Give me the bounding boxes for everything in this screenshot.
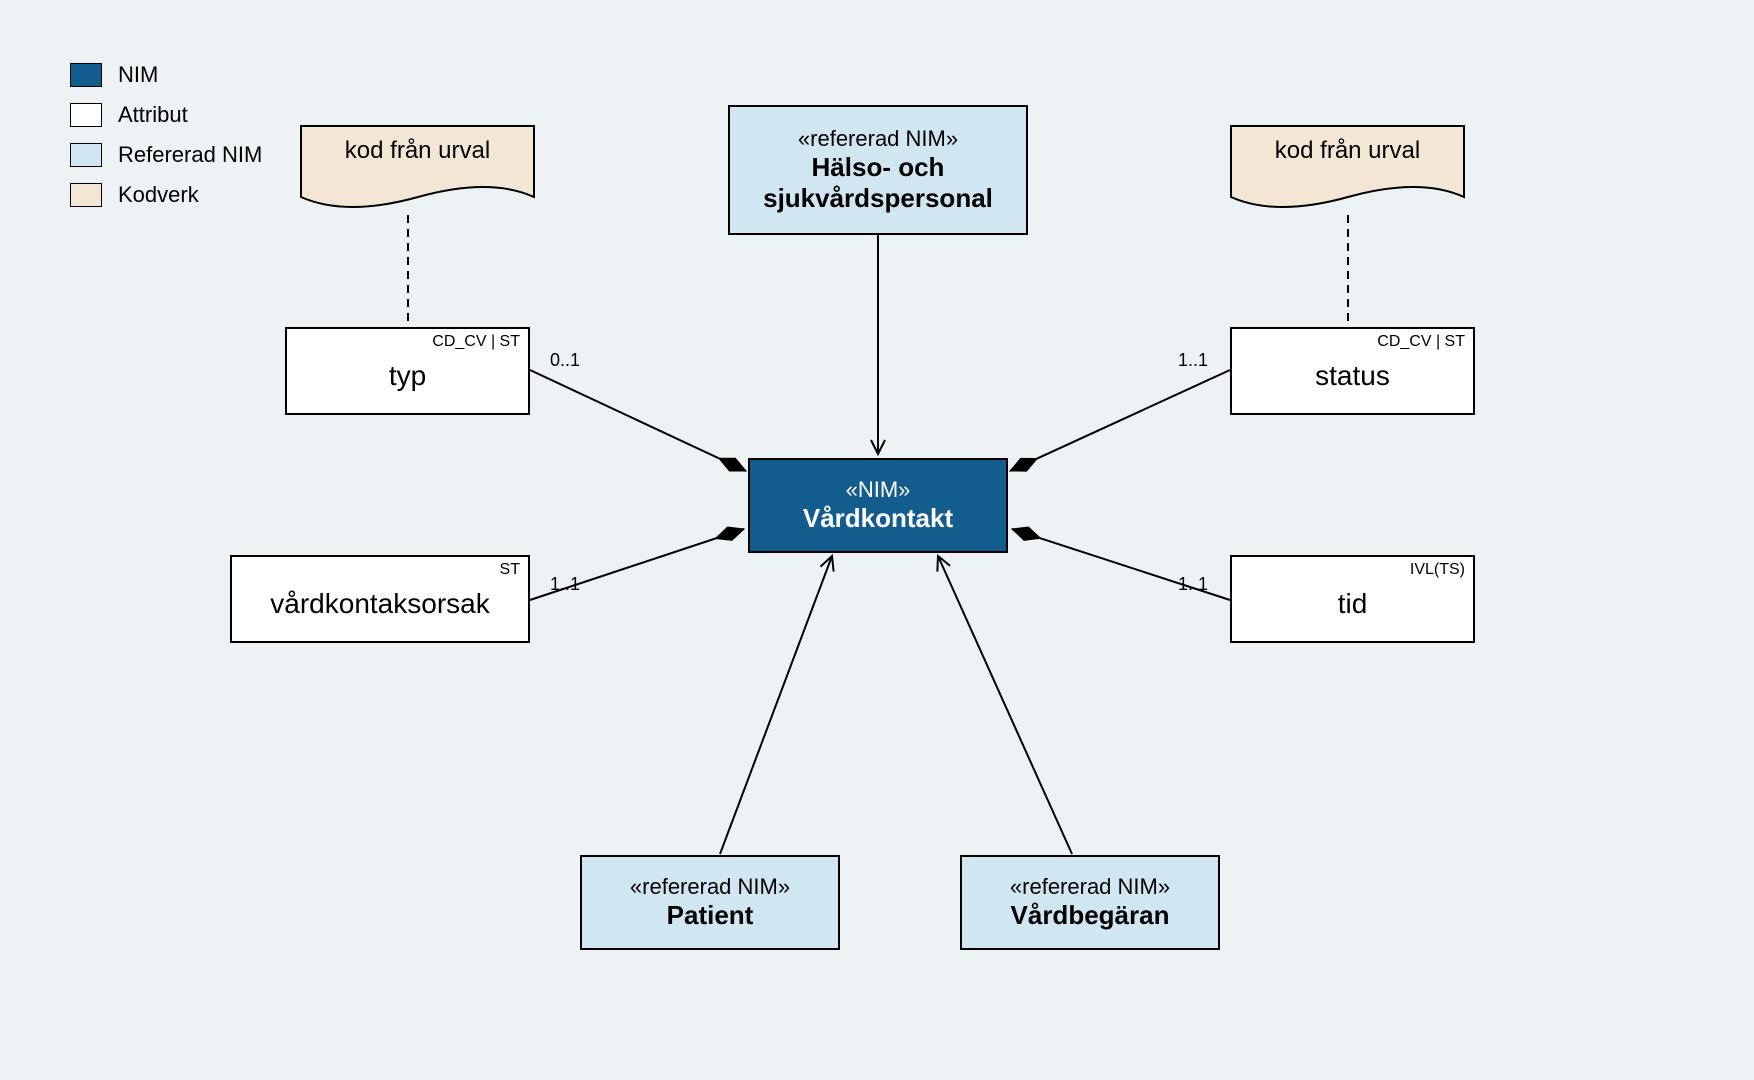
legend-swatch <box>70 143 102 167</box>
attr-name: status <box>1315 350 1390 392</box>
node-attr-tid: IVL(TS) tid <box>1230 555 1475 643</box>
node-nim-vardkontakt: «NIM» Vårdkontakt <box>748 458 1008 553</box>
mult-tid: 1..1 <box>1178 574 1208 595</box>
legend-label: Kodverk <box>118 182 199 208</box>
mult-status: 1..1 <box>1178 350 1208 371</box>
attr-name: tid <box>1338 578 1368 620</box>
legend-label: NIM <box>118 62 158 88</box>
attr-datatype: CD_CV | ST <box>432 333 520 351</box>
legend: NIM Attribut Refererad NIM Kodverk <box>70 55 262 215</box>
legend-swatch <box>70 63 102 87</box>
node-attr-orsak: ST vårdkontaksorsak <box>230 555 530 643</box>
attr-datatype: ST <box>500 561 520 579</box>
legend-label: Refererad NIM <box>118 142 262 168</box>
stereotype: «refererad NIM» <box>1010 874 1170 900</box>
node-title: Vårdbegäran <box>1011 900 1170 931</box>
node-title-line1: Hälso- och <box>812 152 945 183</box>
note-label: kod från urval <box>300 137 535 165</box>
stereotype: «refererad NIM» <box>798 126 958 152</box>
attr-datatype: IVL(TS) <box>1410 561 1465 579</box>
node-attr-status: CD_CV | ST status <box>1230 327 1475 415</box>
legend-swatch <box>70 183 102 207</box>
node-ref-halsopersonal: «refererad NIM» Hälso- och sjukvårdspers… <box>728 105 1028 235</box>
edge-ref-patient <box>720 556 832 854</box>
attr-datatype: CD_CV | ST <box>1377 333 1465 351</box>
legend-label: Attribut <box>118 102 188 128</box>
node-title: Vårdkontakt <box>803 503 953 534</box>
legend-item-attribut: Attribut <box>70 95 262 135</box>
edge-attr-typ <box>530 370 746 471</box>
node-ref-vardbegaran: «refererad NIM» Vårdbegäran <box>960 855 1220 950</box>
node-attr-typ: CD_CV | ST typ <box>285 327 530 415</box>
attr-name: typ <box>389 350 426 392</box>
note-kodverk-right: kod från urval <box>1230 125 1465 217</box>
edge-attr-status <box>1010 370 1230 471</box>
note-kodverk-left: kod från urval <box>300 125 535 217</box>
node-ref-patient: «refererad NIM» Patient <box>580 855 840 950</box>
diagram-canvas: NIM Attribut Refererad NIM Kodverk kod f… <box>0 0 1754 1080</box>
node-title: Patient <box>667 900 754 931</box>
attr-name: vårdkontaksorsak <box>270 578 489 620</box>
node-title-line2: sjukvårdspersonal <box>763 183 993 214</box>
stereotype: «NIM» <box>846 477 911 503</box>
mult-typ: 0..1 <box>550 350 580 371</box>
stereotype: «refererad NIM» <box>630 874 790 900</box>
mult-orsak: 1..1 <box>550 574 580 595</box>
legend-item-refnim: Refererad NIM <box>70 135 262 175</box>
note-label: kod från urval <box>1230 137 1465 165</box>
legend-item-kodverk: Kodverk <box>70 175 262 215</box>
legend-item-nim: NIM <box>70 55 262 95</box>
legend-swatch <box>70 103 102 127</box>
edge-ref-vardbegaran <box>938 556 1072 854</box>
